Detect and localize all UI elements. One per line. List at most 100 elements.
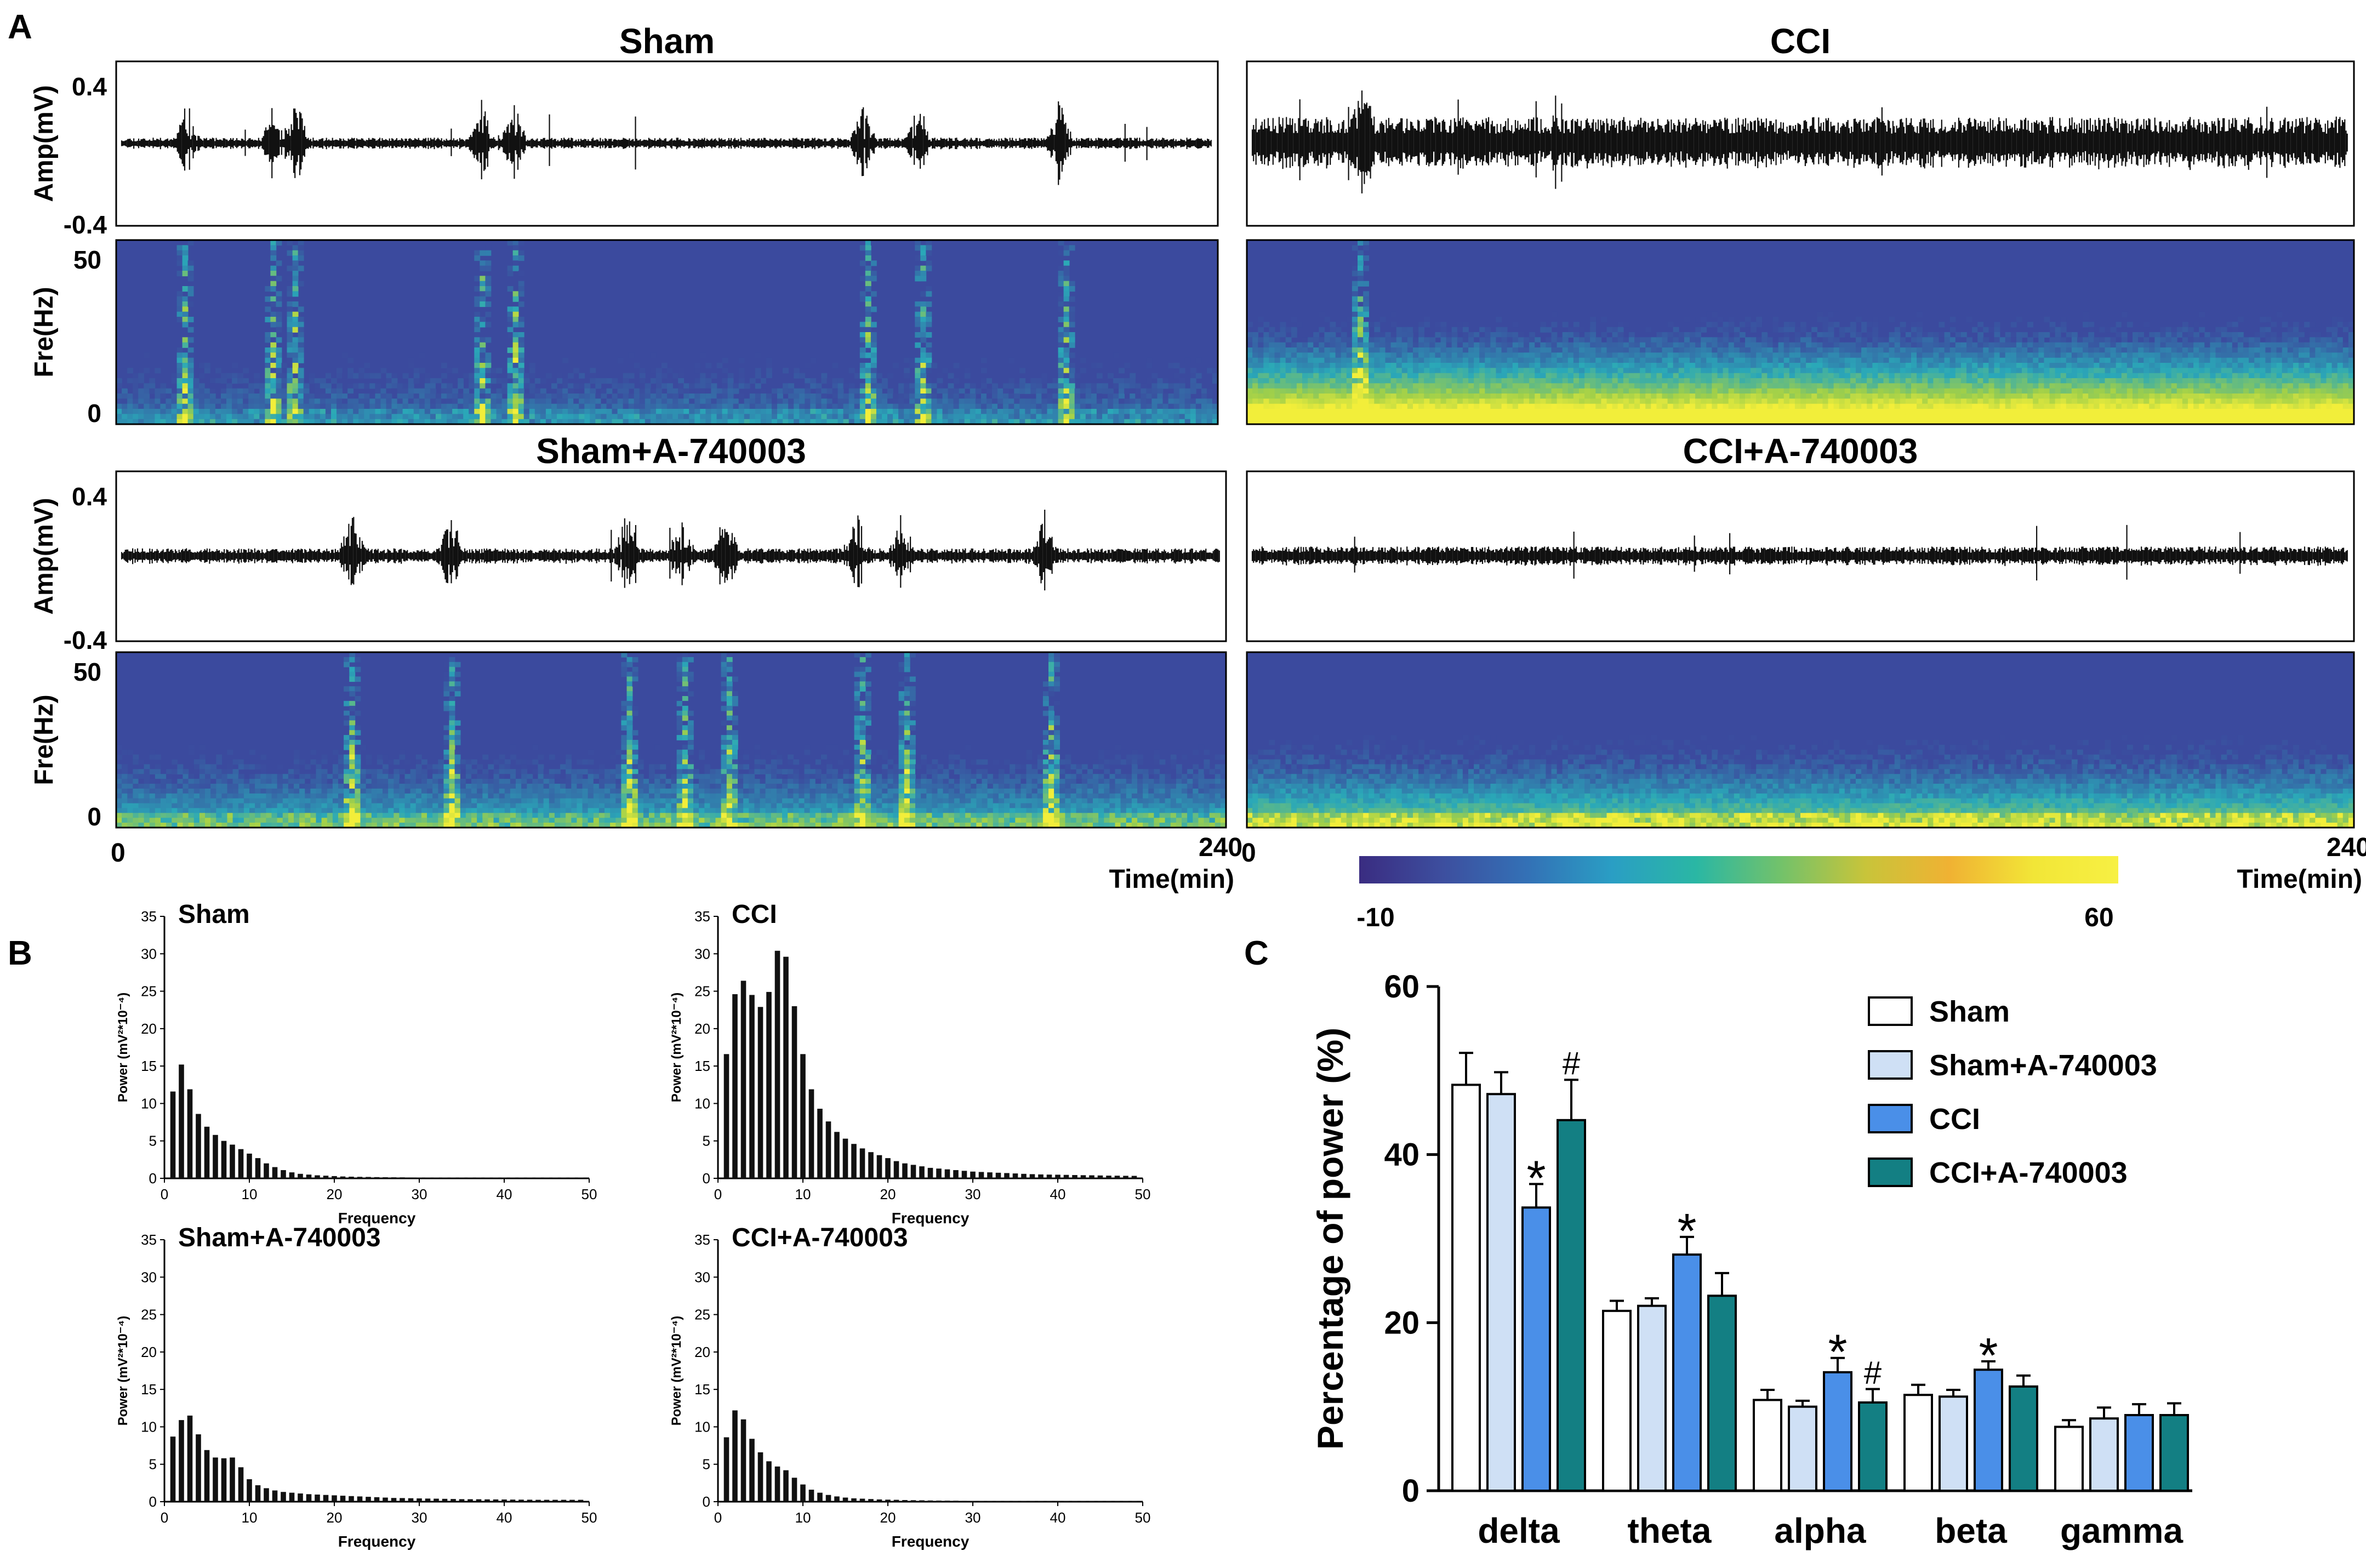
spectrogram-cell — [1396, 383, 1403, 389]
spectrogram-cell — [667, 403, 673, 409]
spectrogram-cell — [1983, 419, 1989, 425]
spectrogram-cell — [870, 368, 877, 374]
spectrogram-cell — [1988, 419, 1995, 425]
spectrogram-cell — [2033, 347, 2039, 353]
spectrogram-cell — [397, 403, 403, 409]
spectrogram-cell — [1396, 414, 1403, 420]
spectrogram-cell — [1358, 265, 1364, 271]
spectrogram-cell — [447, 398, 453, 404]
spectrogram-cell — [314, 403, 321, 409]
spectrogram-cell — [1739, 352, 1746, 358]
spectrogram-cell — [265, 337, 271, 343]
spectrogram-cell — [1212, 414, 1218, 420]
spectrogram-cell — [1960, 398, 1967, 404]
spectrogram-cell — [1783, 378, 1790, 384]
spectrogram-cell — [1717, 394, 1724, 400]
spectrogram-cell — [689, 383, 695, 389]
spectrogram-cell — [337, 383, 343, 389]
spectrogram-cell — [265, 383, 271, 389]
spectrogram-cell — [1844, 373, 1851, 379]
spectrogram-cell — [270, 398, 277, 404]
spectrogram-cell — [1535, 352, 1541, 358]
spectrogram-cell — [1612, 409, 1618, 415]
spectrogram-cell — [837, 378, 844, 384]
spectrogram-cell — [408, 398, 414, 404]
spectrogram-cell — [1058, 271, 1064, 277]
spectrogram-cell — [700, 414, 706, 420]
spectrogram-cell — [171, 394, 178, 400]
spectrogram-cell — [1501, 383, 1508, 389]
spectrogram-cell — [1872, 363, 1879, 369]
spectrogram-cell — [287, 357, 293, 363]
spectrogram-cell — [1917, 332, 1923, 338]
spectrogram-cell — [1905, 394, 1912, 400]
spectrogram-cell — [865, 296, 871, 302]
spectrogram-cell — [243, 419, 249, 425]
spectrogram-cell — [1922, 337, 1929, 343]
spectrogram-cell — [870, 347, 877, 353]
spectrogram-cell — [1379, 342, 1386, 348]
spectrogram-cell — [1612, 403, 1618, 409]
spectrogram-cell — [678, 409, 684, 415]
spectrogram-cell — [1369, 363, 1375, 369]
spectrogram-cell — [975, 403, 982, 409]
spectrogram-cell — [1867, 347, 1873, 353]
spectrogram-cell — [1141, 403, 1147, 409]
spectrogram-cell — [843, 394, 850, 400]
spectrogram-cell — [1462, 398, 1469, 404]
spectrogram-cell — [1822, 347, 1829, 353]
spectrogram-cell — [1567, 373, 1574, 379]
spectrogram-cell — [1358, 260, 1364, 266]
spectrogram-cell — [1883, 337, 1890, 343]
spectrogram-cell — [1917, 403, 1923, 409]
spectrogram-cell — [1988, 409, 1995, 415]
spectrogram-cell — [1606, 352, 1613, 358]
spectrogram-cell — [243, 383, 249, 389]
spectrogram-cell — [1595, 398, 1602, 404]
spectrogram-cell — [617, 398, 624, 404]
spectrogram-cell — [1761, 403, 1768, 409]
spectrogram-cell — [413, 398, 420, 404]
spectrogram-cell — [1690, 368, 1696, 374]
spectrogram-cell — [1983, 398, 1989, 404]
spectrogram-cell — [1684, 378, 1690, 384]
spectrogram-cell — [501, 378, 508, 384]
spectrogram-cell — [1695, 357, 1701, 363]
spectrogram-cell — [1756, 368, 1763, 374]
spectrogram-cell — [1462, 383, 1469, 389]
spectrogram-cell — [408, 388, 414, 394]
spectrogram-cell — [1401, 414, 1408, 420]
spectrogram-cell — [1651, 337, 1657, 343]
spectrogram-cell — [970, 388, 976, 394]
spectrogram-cell — [1567, 363, 1574, 369]
spectrogram-cell — [821, 373, 828, 379]
spectrogram-cell — [1319, 352, 1325, 358]
spectrogram-cell — [287, 337, 293, 343]
spectrogram-cell — [1162, 394, 1169, 400]
spectrogram-cell — [584, 383, 591, 389]
spectrogram-cell — [485, 403, 492, 409]
spectrogram-cell — [909, 409, 916, 415]
spectrogram-cell — [783, 419, 789, 425]
spectrogram-cell — [678, 378, 684, 384]
spectrogram-cell — [1330, 322, 1336, 328]
spectrogram-cell — [1662, 342, 1668, 348]
spectrogram-cell — [1401, 394, 1408, 400]
spectrogram-cell — [1363, 398, 1369, 404]
spectrogram-cell — [187, 271, 194, 277]
spectrogram-cell — [1374, 394, 1381, 400]
spectrogram-cell — [1772, 378, 1779, 384]
spectrogram-cell — [1844, 419, 1851, 425]
spectrogram-cell — [931, 383, 938, 389]
spectrogram-cell — [1063, 296, 1070, 302]
spectrogram-cell — [1151, 419, 1158, 425]
spectrogram-cell — [1761, 347, 1768, 353]
spectrogram-cell — [1446, 398, 1452, 404]
spectrogram-cell — [298, 337, 304, 343]
spectrogram-cell — [1972, 398, 1978, 404]
spectrogram-cell — [518, 388, 524, 394]
spectrogram-cell — [1922, 347, 1929, 353]
spectrogram-cell — [1025, 388, 1031, 394]
spectrogram-cell — [623, 373, 629, 379]
